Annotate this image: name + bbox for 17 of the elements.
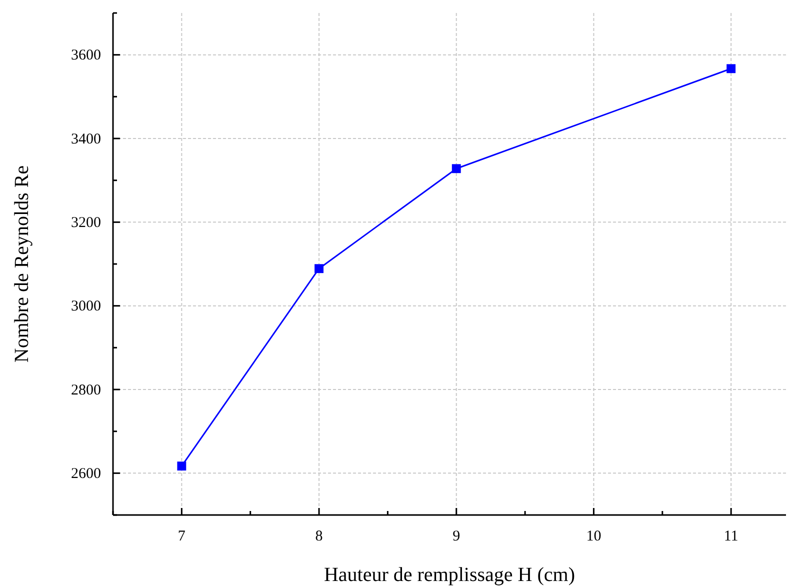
point [452,164,461,174]
x-tick-label: 9 [452,528,460,544]
x-tick-label: 7 [178,528,186,544]
x-tick-label: 10 [586,528,602,544]
y-axis-title: Nombre de Reynolds Re [11,165,33,363]
y-tick-label: 2600 [71,466,101,482]
x-tick-label: 11 [724,528,738,544]
point [726,64,736,74]
y-tick-label: 3200 [71,214,101,231]
y-tick-label: 3000 [71,298,101,315]
point [314,264,324,274]
y-tick-label: 3600 [71,48,101,64]
y-tick-label: 2800 [71,382,101,398]
y-tick-label: 3400 [71,131,101,148]
x-tick-label: 8 [315,528,323,544]
x-axis-title: Hauteur de remplissage H (cm) [324,564,576,586]
point [177,462,186,471]
